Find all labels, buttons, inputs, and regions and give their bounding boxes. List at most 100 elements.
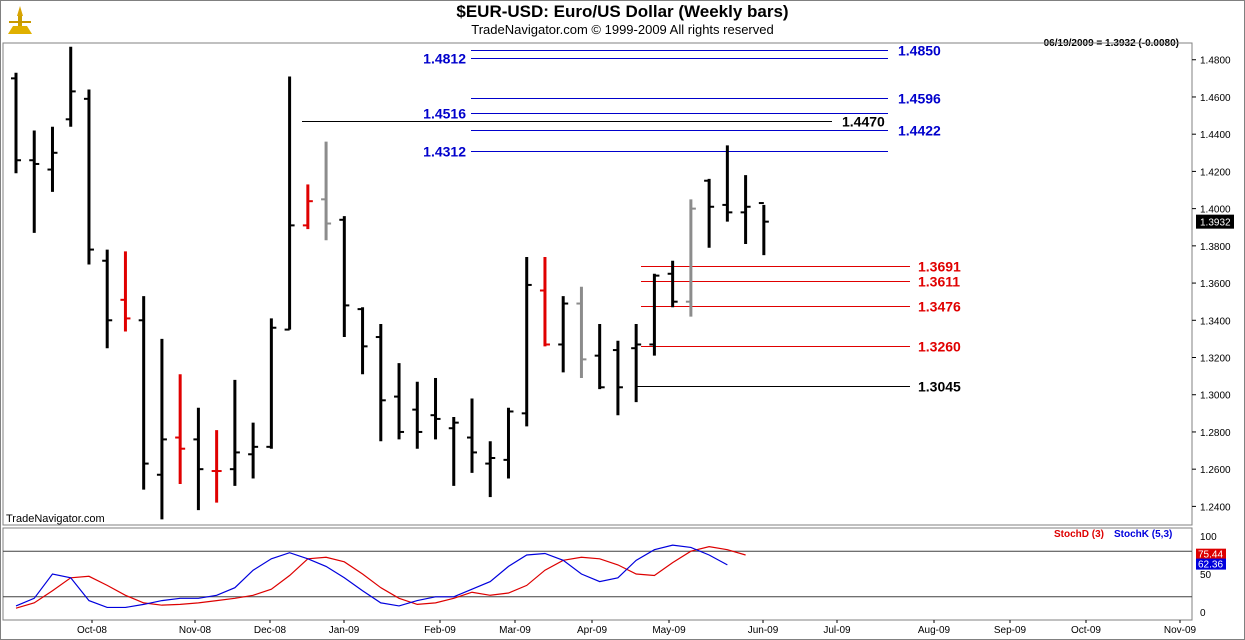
- stochk-value-box: [1196, 558, 1226, 570]
- stochk-value-label: 62.36: [1198, 560, 1223, 571]
- ohlc-bar: [394, 363, 405, 440]
- ohlc-bar: [722, 145, 733, 222]
- ohlc-bar: [412, 381, 423, 449]
- y-tick-label: 1.2400: [1200, 502, 1231, 513]
- ohlc-bar: [102, 249, 113, 349]
- ohlc-bar: [284, 76, 295, 331]
- ohlc-bar: [47, 126, 58, 192]
- ohlc-bar: [156, 338, 167, 520]
- last-price-label: 1.3932: [1200, 218, 1231, 229]
- y-tick-label: 1.2800: [1200, 428, 1231, 439]
- y-tick-label: 1.4000: [1200, 205, 1231, 216]
- stoch-series-line: [15, 544, 728, 609]
- ohlc-bar: [667, 260, 678, 308]
- ohlc-bar: [375, 324, 386, 442]
- x-tick-label: Oct-08: [77, 625, 107, 636]
- stoch-plot-frame: [2, 527, 1193, 621]
- level-label: 1.3260: [918, 339, 961, 355]
- ohlc-bar: [467, 398, 477, 473]
- level-label: 1.3476: [918, 299, 961, 315]
- x-tick-label: Oct-09: [1071, 625, 1101, 636]
- level-label: 1.4812: [423, 51, 466, 67]
- level-label: 1.4596: [898, 91, 941, 107]
- stoch-y-tick-label: 50: [1200, 570, 1212, 581]
- level-label: 1.4850: [898, 43, 941, 59]
- y-tick-label: 1.4200: [1200, 167, 1231, 178]
- ohlc-bar: [539, 257, 550, 347]
- stoch-y-tick-label: 0: [1200, 608, 1206, 619]
- ohlc-bar: [357, 307, 368, 375]
- last-price-box: [1196, 214, 1234, 229]
- ohlc-bar: [485, 441, 496, 498]
- ohlc-bar: [649, 273, 660, 356]
- y-tick-label: 1.4400: [1200, 130, 1231, 141]
- x-tick-label: Sep-09: [994, 625, 1027, 636]
- level-label: 1.4422: [898, 123, 941, 139]
- ohlc-bar: [685, 199, 696, 317]
- ohlc-bar: [503, 407, 514, 479]
- y-tick-label: 1.3600: [1200, 279, 1231, 290]
- ohlc-bar: [704, 178, 715, 248]
- ohlc-bar: [302, 184, 313, 230]
- level-label: 1.3045: [918, 379, 961, 395]
- x-tick-label: Nov-09: [1164, 625, 1197, 636]
- ohlc-bar: [740, 175, 751, 244]
- ohlc-bar: [175, 374, 186, 485]
- y-tick-label: 1.4800: [1200, 56, 1231, 67]
- y-tick-label: 1.2600: [1200, 465, 1231, 476]
- level-label: 1.4312: [423, 144, 466, 160]
- ohlc-bar: [248, 422, 259, 479]
- ohlc-bar: [211, 430, 222, 503]
- y-tick-label: 1.3200: [1200, 354, 1231, 365]
- ohlc-bar: [594, 324, 605, 390]
- ohlc-bar: [448, 417, 459, 486]
- chart-title: $EUR-USD: Euro/US Dollar (Weekly bars): [456, 2, 789, 21]
- x-tick-label: May-09: [652, 625, 686, 636]
- ohlc-bar: [758, 202, 769, 256]
- ohlc-bar: [229, 379, 240, 486]
- x-tick-label: Jun-09: [748, 625, 779, 636]
- y-tick-label: 1.3000: [1200, 391, 1231, 402]
- legend-stochd: StochD (3): [1054, 529, 1104, 540]
- y-tick-label: 1.4600: [1200, 93, 1231, 104]
- x-tick-label: Jan-09: [329, 625, 360, 636]
- x-tick-label: Feb-09: [424, 625, 456, 636]
- ohlc-bar: [430, 377, 441, 440]
- ohlc-bar: [631, 324, 642, 403]
- level-label: 1.4516: [423, 106, 466, 122]
- ohlc-bar: [120, 251, 131, 332]
- ohlc-bar: [138, 296, 149, 490]
- y-tick-label: 1.3800: [1200, 242, 1231, 253]
- ohlc-bar: [83, 89, 94, 265]
- stoch-y-tick-label: 100: [1200, 532, 1217, 543]
- stoch-series-line: [15, 546, 746, 609]
- y-tick-label: 1.3400: [1200, 316, 1231, 327]
- price-plot-frame: [2, 42, 1193, 526]
- ohlc-bar: [612, 340, 623, 416]
- ohlc-bar: [321, 141, 332, 241]
- logo-icon: [8, 6, 32, 34]
- ohlc-bar: [266, 318, 277, 449]
- level-label: 1.3691: [918, 259, 961, 275]
- ohlc-bar: [339, 216, 350, 338]
- stochd-value-label: 75.44: [1198, 550, 1223, 561]
- x-tick-label: Nov-08: [179, 625, 212, 636]
- ohlc-bar: [65, 46, 76, 127]
- x-tick-label: Jul-09: [823, 625, 851, 636]
- x-tick-label: Aug-09: [918, 625, 951, 636]
- x-tick-label: Mar-09: [499, 625, 531, 636]
- chart-subtitle: TradeNavigator.com © 1999-2009 All right…: [471, 22, 774, 37]
- watermark: TradeNavigator.com: [6, 513, 105, 525]
- ohlc-bar: [11, 72, 21, 174]
- ohlc-bar: [558, 296, 569, 373]
- stochd-value-box: [1196, 548, 1226, 560]
- legend-stochk: StochK (5,3): [1114, 529, 1172, 540]
- ohlc-bar: [29, 130, 40, 233]
- level-label: 1.4470: [842, 114, 885, 130]
- x-tick-label: Dec-08: [254, 625, 287, 636]
- ohlc-bar: [576, 286, 587, 378]
- x-tick-label: Apr-09: [577, 625, 607, 636]
